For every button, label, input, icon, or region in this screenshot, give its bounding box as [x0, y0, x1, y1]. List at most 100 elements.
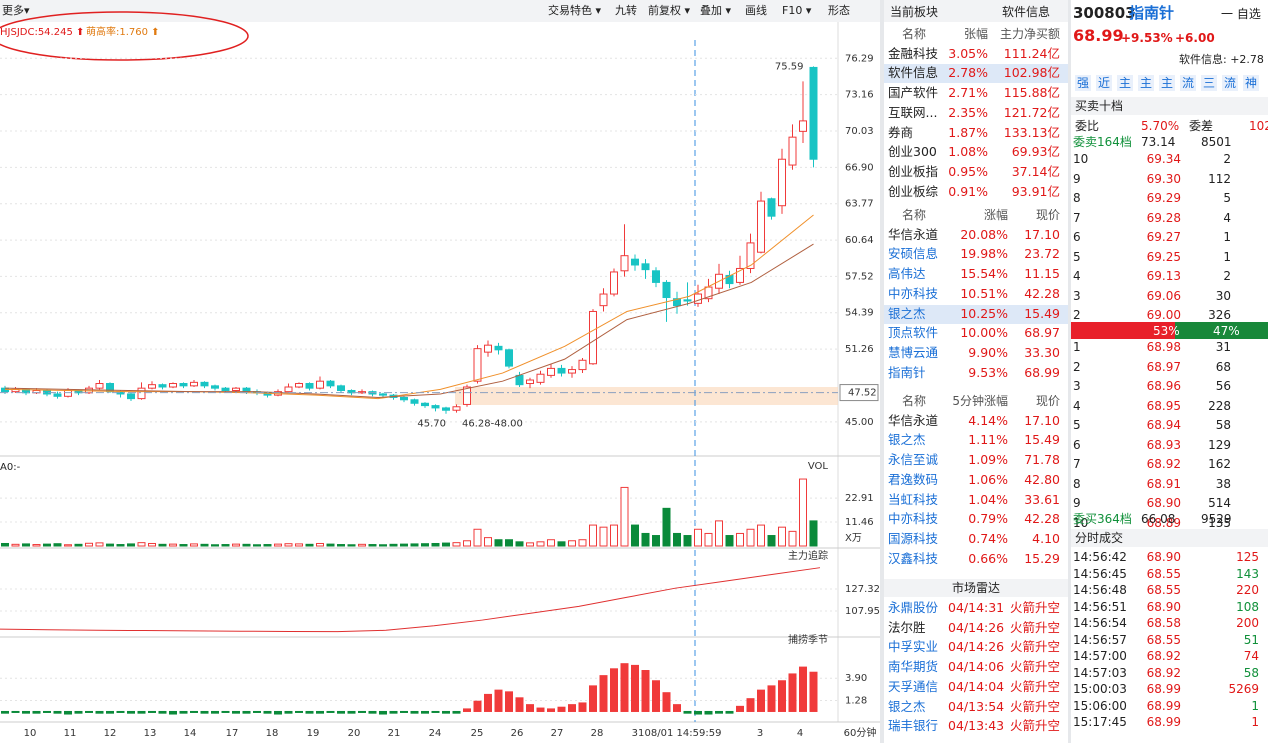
buy-ratio-bar [1175, 322, 1268, 339]
bar [746, 528, 755, 547]
bar [505, 539, 513, 547]
name-cell: 瑞丰银行 [888, 718, 939, 734]
x-tick-label: 60分钟 [844, 726, 877, 739]
bar [211, 544, 219, 547]
bar [389, 710, 398, 714]
candle-body [295, 383, 303, 388]
bar [211, 710, 219, 714]
bar [788, 530, 797, 547]
cell: 04/14:31 [948, 600, 1005, 615]
tag: 三 [1201, 75, 1218, 91]
bar [463, 708, 471, 712]
bar [337, 710, 345, 714]
bar [368, 544, 377, 547]
min-label: 45.70 [417, 419, 446, 430]
cell: 102.98亿 [1003, 65, 1060, 81]
trade-time: 14:56:57 [1073, 632, 1127, 647]
level-volume: 514 [1208, 496, 1231, 510]
cell: 71.78 [1024, 452, 1060, 468]
bar [799, 666, 807, 712]
bar [85, 542, 93, 547]
bar [106, 543, 114, 547]
tag: 近 [1096, 75, 1113, 91]
candle-body [778, 158, 786, 207]
bar [578, 539, 587, 547]
x-tick-label: 10 [24, 728, 37, 739]
level: 7 [1073, 457, 1081, 471]
level-volume: 162 [1208, 457, 1231, 471]
y-tick-label: 107.95 [845, 606, 880, 617]
name-cell: 法尔胜 [888, 619, 926, 635]
y-tick-label: 76.29 [845, 53, 874, 64]
trade-volume: 5269 [1228, 682, 1259, 696]
bar [400, 543, 408, 547]
cell: 69.93亿 [1011, 144, 1060, 160]
line [0, 567, 821, 633]
candle-body [526, 379, 534, 385]
candle-body [305, 383, 314, 389]
candle-body [95, 383, 104, 389]
name-cell: 创业300 [888, 144, 937, 160]
candle-body [200, 381, 209, 387]
cell: 2.71% [948, 85, 988, 101]
cell: 火箭升空 [1009, 600, 1060, 615]
bar [358, 543, 366, 547]
y-tick-label: 70.03 [845, 126, 874, 137]
bar [610, 524, 618, 547]
y-tick-label: 3.90 [845, 673, 867, 684]
menu-button: 更多▾ [2, 4, 30, 17]
y-tick-label: 22.91 [845, 493, 874, 504]
cell: 04/13:54 [948, 698, 1005, 714]
bar [32, 544, 41, 547]
bar [431, 710, 440, 713]
level-price: 68.95 [1146, 398, 1181, 413]
name-cell: 券商 [888, 124, 914, 140]
bar [788, 673, 797, 712]
name-cell: 永信至诚 [888, 452, 939, 468]
cell: 42.28 [1024, 511, 1060, 527]
header-bg [1071, 97, 1268, 115]
level: 1 [1073, 340, 1081, 354]
bar [641, 532, 650, 547]
y-tick-label: 1.28 [845, 696, 867, 707]
trade-volume: 74 [1243, 649, 1259, 663]
change: +6.00 [1175, 31, 1215, 45]
bar [242, 710, 251, 714]
level: 6 [1073, 437, 1081, 452]
last-price-label: 47.52 [848, 388, 877, 399]
bar [74, 710, 83, 714]
bar [400, 710, 408, 713]
candle-body [347, 389, 356, 394]
column-header: 名称 [902, 394, 927, 408]
name-cell: 天孚通信 [888, 678, 939, 694]
bar [757, 689, 765, 712]
level-volume: 129 [1208, 437, 1231, 452]
candle-body [662, 281, 671, 299]
trade-price: 68.92 [1146, 665, 1181, 680]
bar [547, 708, 555, 712]
level-price: 69.30 [1146, 171, 1181, 186]
level-price: 68.96 [1146, 379, 1181, 393]
candle-body [620, 255, 629, 272]
bar [589, 685, 597, 712]
level-volume: 2 [1223, 269, 1231, 283]
candle-body [190, 381, 198, 387]
candle-body [547, 367, 555, 376]
bar [305, 543, 314, 547]
candle-body [442, 407, 450, 411]
column-header: 张幅 [963, 27, 988, 41]
trade-time: 14:56:51 [1073, 599, 1127, 614]
trade-volume: 125 [1236, 550, 1259, 564]
bar [704, 532, 713, 547]
x-tick-label: 13 [144, 728, 157, 739]
bar [1, 710, 9, 714]
x-tick-label: 4 [797, 728, 803, 739]
trade-time: 15:17:45 [1073, 715, 1127, 729]
bar [809, 671, 818, 712]
watch-button[interactable]: 一 自选 [1221, 7, 1261, 21]
level-price: 68.97 [1146, 359, 1181, 374]
column-header: 现价 [1035, 208, 1060, 222]
level-price: 69.27 [1146, 230, 1181, 244]
level-price: 69.29 [1146, 191, 1181, 205]
current-sector: 软件信息 [1002, 5, 1051, 19]
